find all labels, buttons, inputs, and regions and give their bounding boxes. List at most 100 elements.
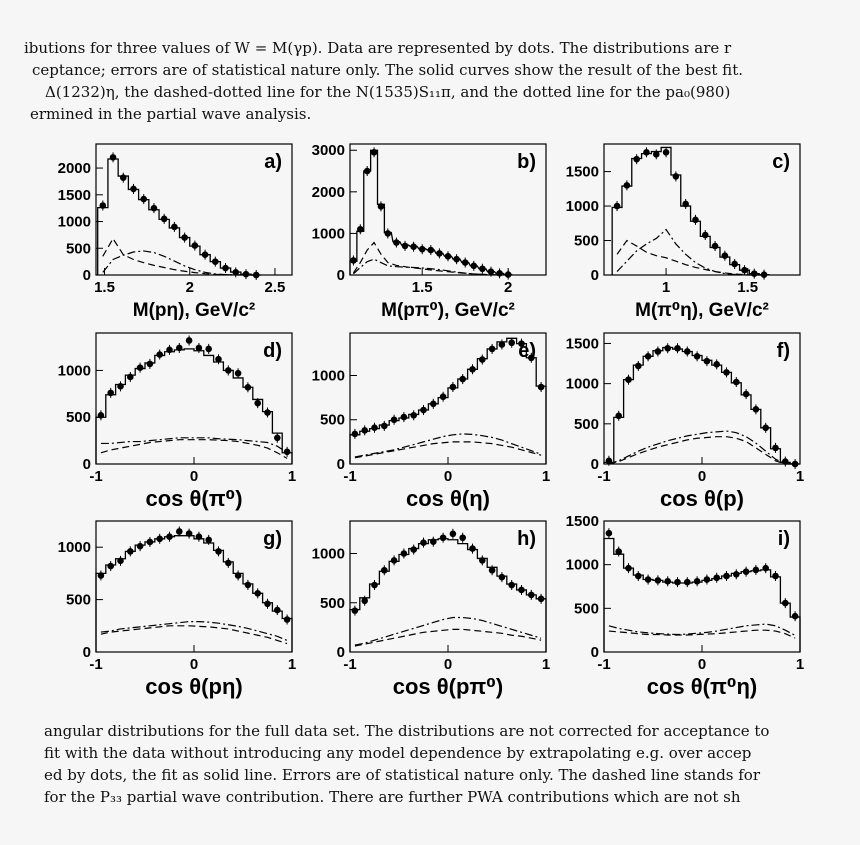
plot-frame — [603, 143, 801, 276]
data-point — [225, 559, 232, 567]
data-point — [674, 578, 681, 586]
plot-frame — [603, 520, 801, 653]
x-axis-label: cos θ(π⁰η) — [647, 674, 757, 699]
fit-histogram — [95, 535, 293, 652]
x-tick-label: 1 — [796, 656, 804, 673]
plot-frame — [349, 332, 547, 465]
fit-histogram — [97, 158, 262, 276]
data-point — [711, 242, 719, 250]
data-point — [623, 182, 631, 189]
x-tick-label: -1 — [343, 656, 356, 673]
y-tick-label: 3000 — [312, 142, 345, 159]
x-axis-label: M(π⁰η), GeV/c² — [635, 300, 769, 321]
x-tick-label: 2 — [504, 279, 512, 296]
x-tick-label: -1 — [89, 656, 102, 673]
data-point — [613, 202, 621, 210]
data-point — [264, 600, 271, 608]
data-point — [215, 355, 222, 363]
data-point — [185, 337, 193, 344]
data-point — [692, 216, 699, 224]
y-tick-label: 1000 — [312, 225, 345, 242]
x-axis-label: cos θ(π⁰) — [145, 486, 242, 511]
data-point — [615, 412, 622, 420]
y-tick-label: 0 — [337, 456, 345, 473]
data-point — [713, 361, 720, 368]
dashdot-curve — [608, 430, 796, 465]
data-point — [381, 422, 388, 430]
dashdot-curve — [616, 228, 765, 276]
x-axis-label: M(pη), GeV/c² — [133, 300, 255, 321]
x-tick-label: 0 — [698, 656, 706, 673]
data-point — [401, 242, 409, 250]
panel-label: g) — [263, 528, 282, 550]
dashdot-curve — [100, 621, 288, 642]
fit-histogram — [349, 538, 547, 652]
data-point — [119, 174, 127, 181]
data-point — [664, 344, 671, 352]
plot-frame — [603, 332, 801, 465]
data-point — [146, 360, 154, 368]
data-point — [420, 539, 427, 546]
y-tick-label: 1000 — [566, 557, 599, 574]
y-tick-label: 0 — [337, 267, 345, 284]
data-point — [176, 528, 183, 535]
y-tick-label: 0 — [337, 644, 345, 661]
data-point — [703, 357, 711, 365]
x-tick-label: 1.5 — [94, 279, 115, 296]
data-point — [439, 393, 447, 401]
data-point — [439, 534, 447, 542]
y-tick-label: 1000 — [312, 367, 345, 384]
data-point — [234, 369, 242, 377]
data-point — [459, 534, 467, 542]
data-point — [410, 412, 418, 419]
caption-bottom: angular distributions for the full data … — [0, 720, 812, 812]
caption-top-line: Δ(1232)η, the dashed-dotted line for the… — [45, 83, 731, 101]
dashdot-curve — [102, 250, 257, 276]
data-point — [254, 399, 261, 407]
data-point — [772, 572, 779, 580]
fit-histogram — [611, 146, 770, 276]
data-point — [664, 577, 671, 585]
fit-histogram — [603, 537, 801, 652]
data-point — [410, 546, 418, 553]
x-tick-label: 1.5 — [412, 279, 433, 296]
y-tick-label: 500 — [574, 233, 599, 250]
data-point — [693, 353, 701, 360]
x-axis-label: M(pπ⁰), GeV/c² — [381, 300, 515, 321]
y-tick-label: 1500 — [566, 335, 599, 352]
data-point — [721, 252, 729, 259]
x-tick-label: 1.5 — [737, 279, 758, 296]
x-tick-label: 1 — [796, 468, 804, 485]
y-tick-label: 0 — [83, 456, 91, 473]
data-point — [449, 383, 457, 391]
caption-top: ibutions for three values of W = M(γp). … — [0, 37, 820, 129]
data-point — [643, 148, 650, 156]
caption-top-line: ibutions for three values of W = M(γp). … — [24, 39, 732, 57]
y-tick-label: 500 — [320, 595, 345, 612]
data-point — [752, 566, 760, 574]
y-tick-label: 1500 — [58, 187, 91, 204]
data-point — [615, 548, 622, 555]
x-axis-label: cos θ(p) — [660, 486, 744, 511]
data-point — [215, 548, 222, 555]
x-tick-label: 1 — [288, 656, 296, 673]
y-tick-label: 0 — [591, 267, 599, 284]
x-tick-label: 0 — [190, 468, 198, 485]
x-tick-label: 1 — [542, 468, 550, 485]
panel-label: a) — [264, 151, 282, 173]
y-tick-label: 500 — [66, 240, 91, 257]
y-tick-label: 1000 — [566, 198, 599, 215]
data-point — [371, 424, 378, 432]
y-tick-label: 1500 — [566, 513, 599, 530]
data-point — [633, 155, 640, 163]
fit-histogram — [349, 337, 547, 464]
data-point — [449, 530, 457, 538]
x-tick-label: -1 — [597, 468, 610, 485]
y-tick-label: 500 — [66, 409, 91, 426]
caption-top-line: ceptance; errors are of statistical natu… — [32, 61, 743, 79]
data-point — [674, 344, 681, 352]
x-tick-label: -1 — [343, 468, 356, 485]
panel-label: i) — [778, 528, 790, 550]
